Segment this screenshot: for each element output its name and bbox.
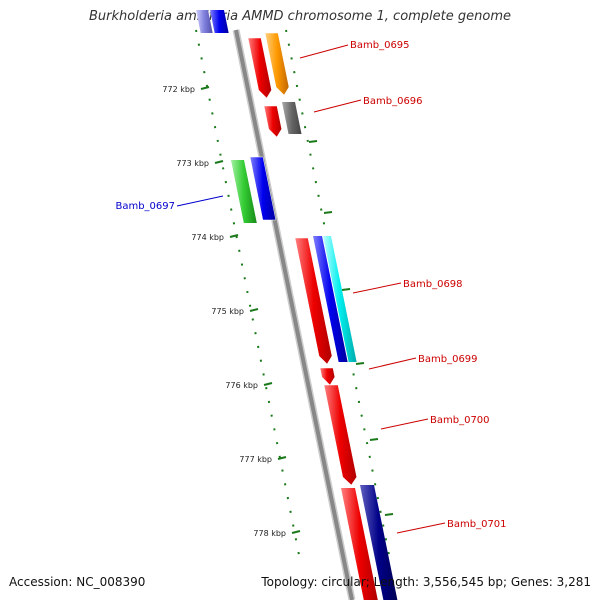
tick-label: 776 kbp [225,381,258,390]
gene-shape-bamb-0698-c[interactable] [323,236,357,362]
tick-label: 774 kbp [191,233,224,242]
gene-shape-bamb-0701[interactable] [341,488,378,600]
tick-mark: 777 kbp [239,455,287,464]
tick-label: 778 kbp [253,529,286,538]
gene-label-text[interactable]: Bamb_0696 [363,96,423,107]
gene-label-bamb-0695[interactable]: Bamb_0695 [299,40,410,59]
leader-line [176,195,224,207]
tick-mark: 774 kbp [191,233,239,242]
gene-shape-bamb-0697[interactable] [231,160,257,223]
gene-shape-bamb-0696[interactable] [263,105,282,138]
tick-mark-minor [308,140,318,143]
gene-shape-bamb-0698[interactable] [294,237,333,365]
tick-mark: 775 kbp [211,307,259,316]
gene-label-bamb-0698[interactable]: Bamb_0698 [352,279,463,294]
label-group: Bamb_0695 Bamb_0696 Bamb_0697 Bamb_0698 Bamb… [115,40,507,534]
tick-mark-minor [341,288,351,291]
leader-line [352,282,402,294]
gene-label-text[interactable]: Bamb_0698 [403,279,463,290]
leader-line [299,44,349,59]
gene-label-text[interactable]: Bamb_0699 [418,354,478,365]
tick-mark: 778 kbp [253,529,301,538]
tick-group: 772 kbp 773 kbp 774 kbp 775 kbp 776 kbp 777 k… [162,85,394,538]
tick-mark: 772 kbp [162,85,210,94]
backbone-line [234,29,354,600]
gene-label-bamb-0700[interactable]: Bamb_0700 [380,415,490,430]
leader-line [368,357,417,370]
map-title: Burkholderia ambifaria AMMD chromosome 1… [88,9,512,24]
tick-mark-minor [355,362,365,365]
tick-label: 772 kbp [162,85,195,94]
gene-shape-partial[interactable] [196,10,213,33]
leader-line [313,99,362,113]
tick-label: 777 kbp [239,455,272,464]
gene-shape-bamb-0696-orf[interactable] [282,102,302,134]
backbone-group [232,29,356,600]
leader-line [380,418,429,430]
gene-label-text[interactable]: Bamb_0697 [115,201,175,212]
tick-mark-minor [323,211,333,214]
gene-shape-bamb-0701-orf[interactable] [360,485,398,600]
gene-label-bamb-0699[interactable]: Bamb_0699 [368,354,478,370]
gene-shape-bamb-0698-b[interactable] [313,236,348,362]
gene-label-bamb-0696[interactable]: Bamb_0696 [313,96,423,113]
gene-shape-bamb-0700[interactable] [323,384,357,486]
gene-group [196,10,398,600]
gene-shape-bamb-0697-orf[interactable] [249,156,277,221]
tick-label: 775 kbp [211,307,244,316]
genome-summary-text: Topology: circular; Length: 3,556,545 bp… [261,575,591,589]
gene-shape-bamb-0695[interactable] [247,37,272,99]
tick-mark-minor [369,438,379,441]
tick-mark: 776 kbp [225,381,273,390]
leader-line [396,522,446,534]
gene-label-bamb-0697[interactable]: Bamb_0697 [115,195,224,212]
accession-text: Accession: NC_008390 [9,575,146,589]
gene-shape-partial[interactable] [210,10,229,33]
gene-label-text[interactable]: Bamb_0701 [447,519,507,530]
gene-shape-bamb-0699[interactable] [319,367,336,386]
tick-label: 773 kbp [176,159,209,168]
gene-label-text[interactable]: Bamb_0700 [430,415,490,426]
tick-mark: 773 kbp [176,159,224,168]
tick-mark-minor [384,513,394,516]
gene-shape-bamb-0695-orf[interactable] [264,32,290,96]
gene-label-bamb-0701[interactable]: Bamb_0701 [396,519,507,534]
gene-label-text[interactable]: Bamb_0695 [350,40,410,51]
